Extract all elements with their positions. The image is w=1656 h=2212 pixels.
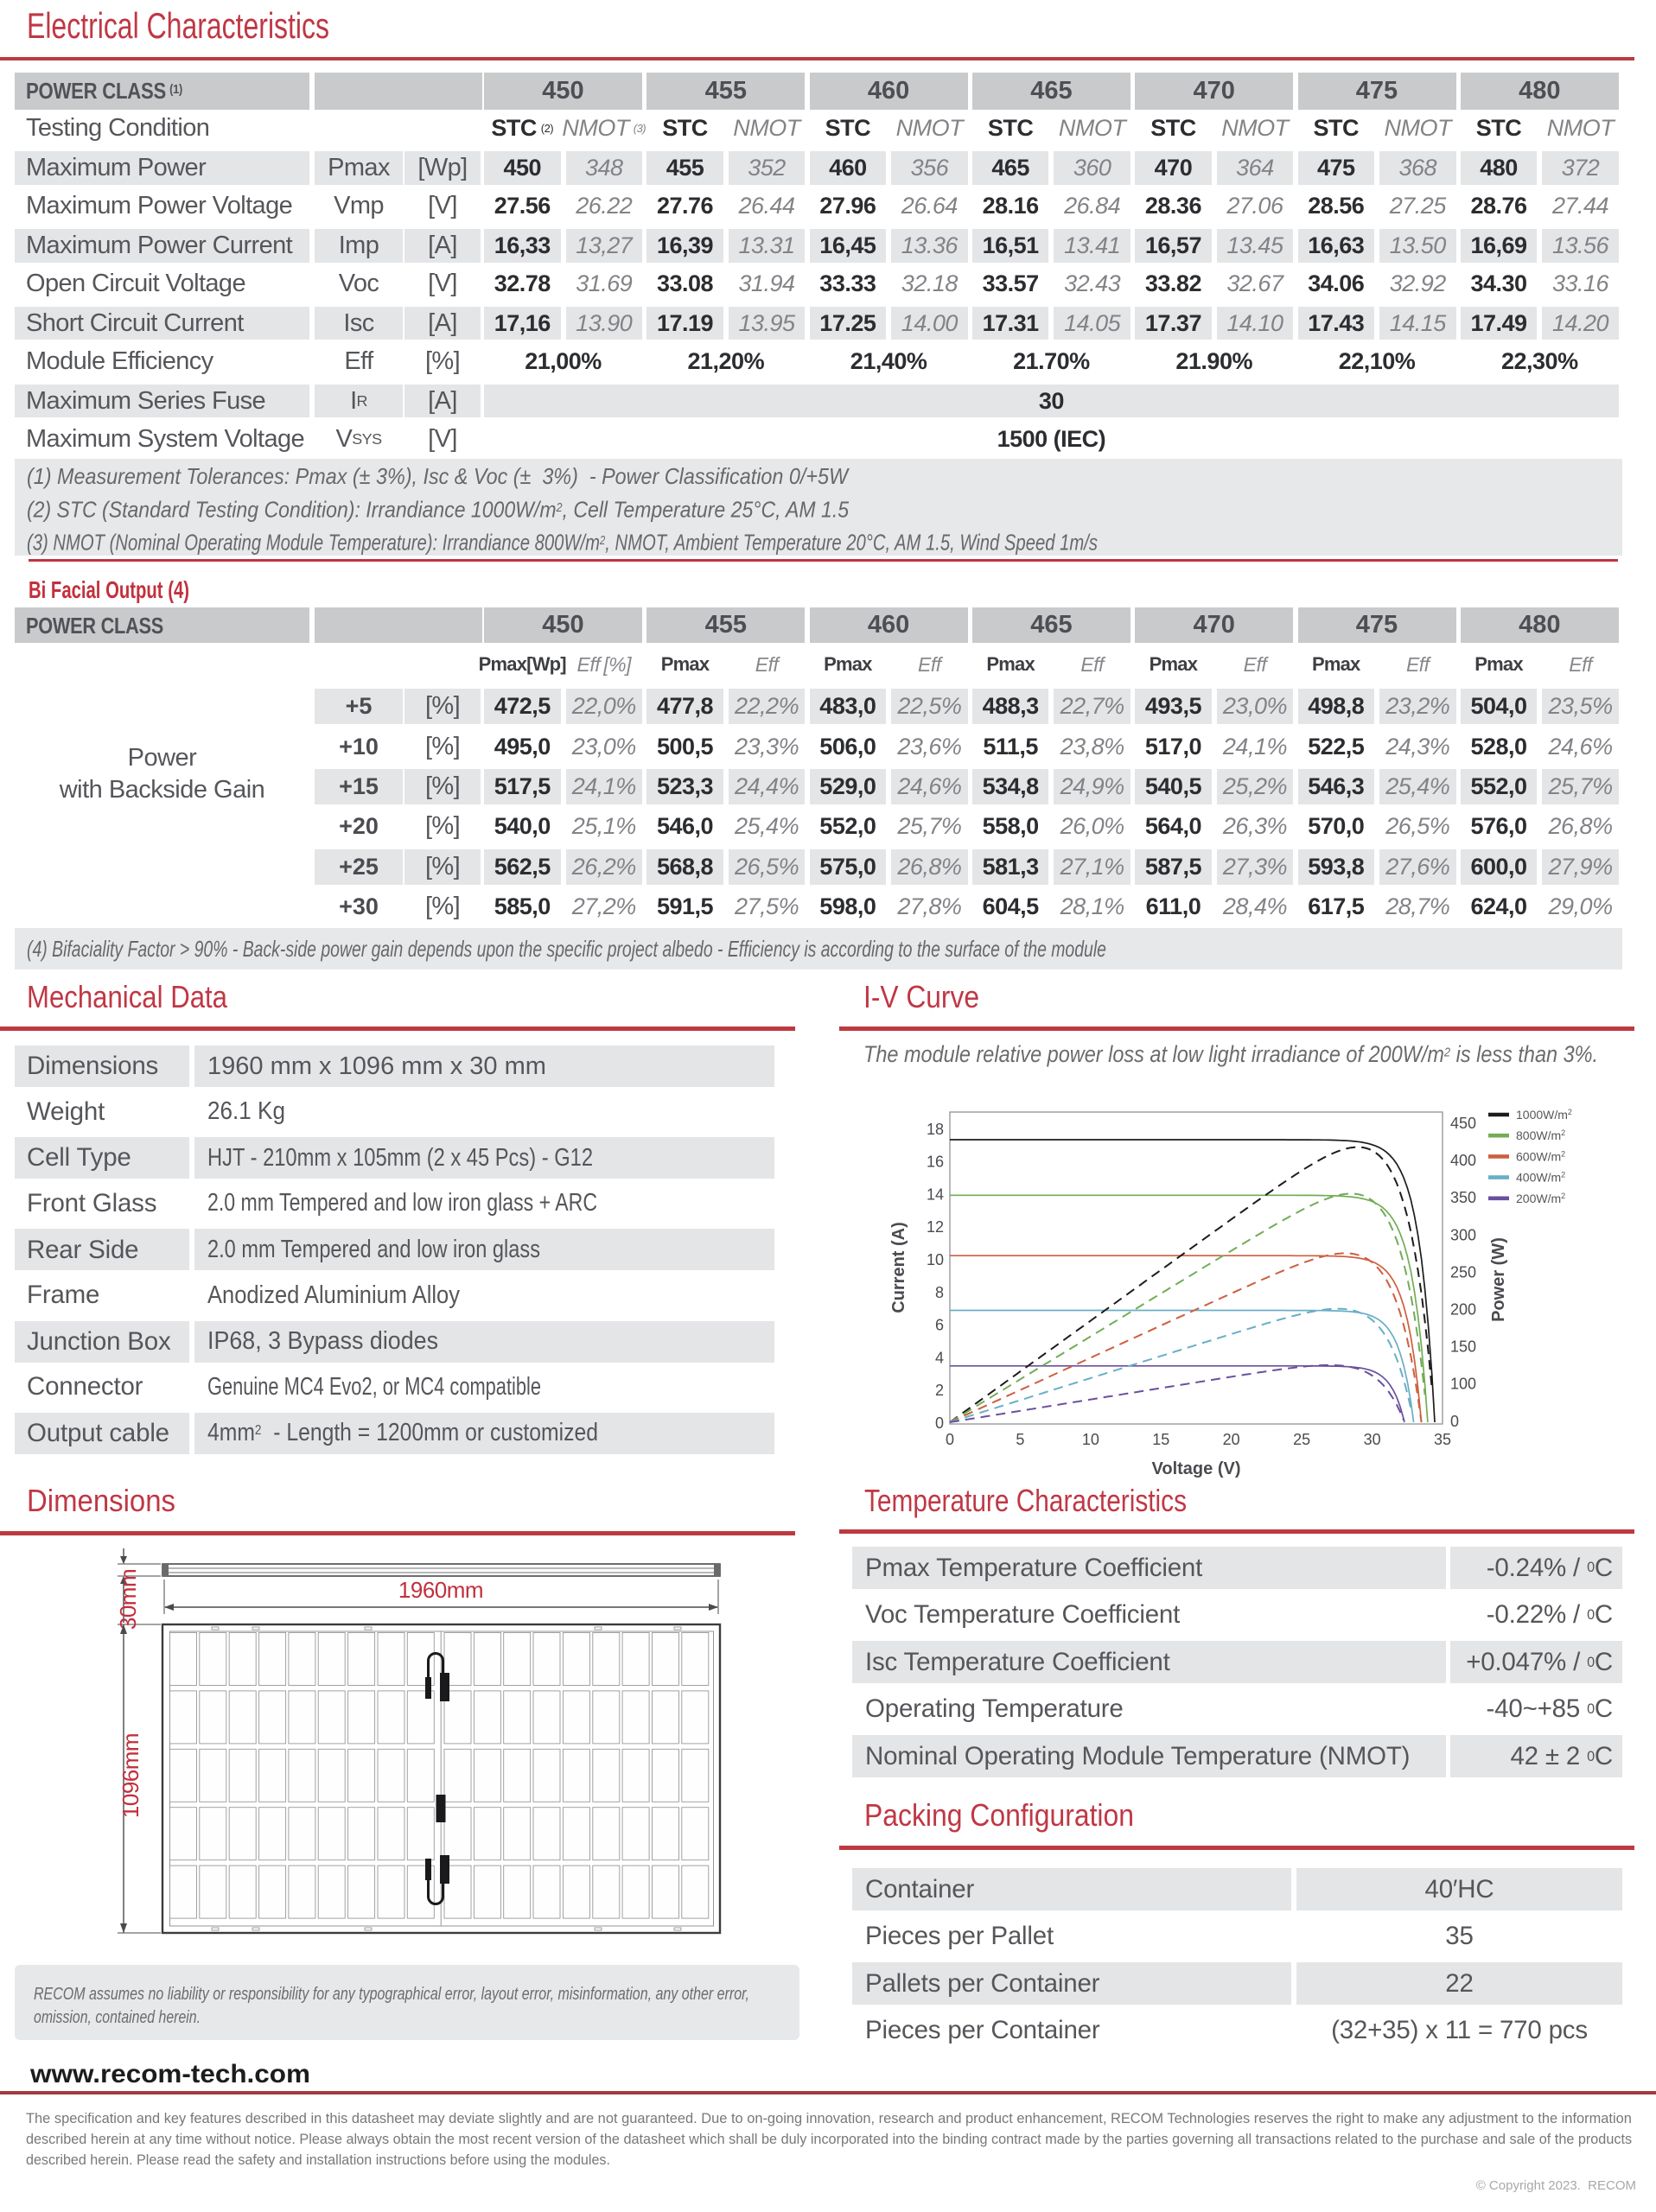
svg-text:25: 25 xyxy=(1293,1431,1310,1448)
svg-text:30: 30 xyxy=(1364,1431,1381,1448)
svg-text:100: 100 xyxy=(1450,1376,1476,1393)
svg-text:1000W/m2: 1000W/m2 xyxy=(1516,1108,1572,1122)
svg-text:Current (A): Current (A) xyxy=(889,1222,908,1313)
svg-text:800W/m2: 800W/m2 xyxy=(1516,1128,1565,1142)
svg-text:20: 20 xyxy=(1223,1431,1240,1448)
svg-text:400W/m2: 400W/m2 xyxy=(1516,1171,1565,1185)
svg-text:4: 4 xyxy=(935,1349,944,1366)
svg-text:250: 250 xyxy=(1450,1263,1476,1281)
svg-text:0: 0 xyxy=(935,1414,944,1432)
svg-text:1960mm: 1960mm xyxy=(398,1577,483,1603)
svg-text:400: 400 xyxy=(1450,1152,1476,1169)
svg-text:0: 0 xyxy=(946,1431,954,1448)
svg-text:150: 150 xyxy=(1450,1338,1476,1356)
svg-text:15: 15 xyxy=(1152,1431,1169,1448)
svg-text:450: 450 xyxy=(1450,1115,1476,1132)
svg-text:1096mm: 1096mm xyxy=(118,1733,143,1818)
svg-text:10: 10 xyxy=(1082,1431,1099,1448)
svg-text:14: 14 xyxy=(927,1185,944,1203)
svg-text:350: 350 xyxy=(1450,1189,1476,1206)
svg-text:30mm: 30mm xyxy=(115,1569,141,1630)
svg-text:18: 18 xyxy=(927,1121,944,1138)
svg-text:200: 200 xyxy=(1450,1301,1476,1319)
svg-text:600W/m2: 600W/m2 xyxy=(1516,1149,1565,1163)
svg-text:10: 10 xyxy=(927,1251,944,1268)
svg-text:16: 16 xyxy=(927,1154,944,1171)
svg-text:6: 6 xyxy=(935,1317,944,1334)
svg-text:200W/m2: 200W/m2 xyxy=(1516,1192,1565,1205)
svg-text:12: 12 xyxy=(927,1218,944,1236)
svg-text:0: 0 xyxy=(1450,1413,1459,1430)
svg-text:Power (W): Power (W) xyxy=(1489,1237,1508,1322)
svg-text:8: 8 xyxy=(935,1284,944,1301)
svg-text:300: 300 xyxy=(1450,1226,1476,1243)
svg-text:2: 2 xyxy=(935,1382,944,1399)
svg-text:35: 35 xyxy=(1434,1431,1451,1448)
svg-text:5: 5 xyxy=(1016,1431,1024,1448)
svg-text:Voltage (V): Voltage (V) xyxy=(1152,1459,1241,1478)
